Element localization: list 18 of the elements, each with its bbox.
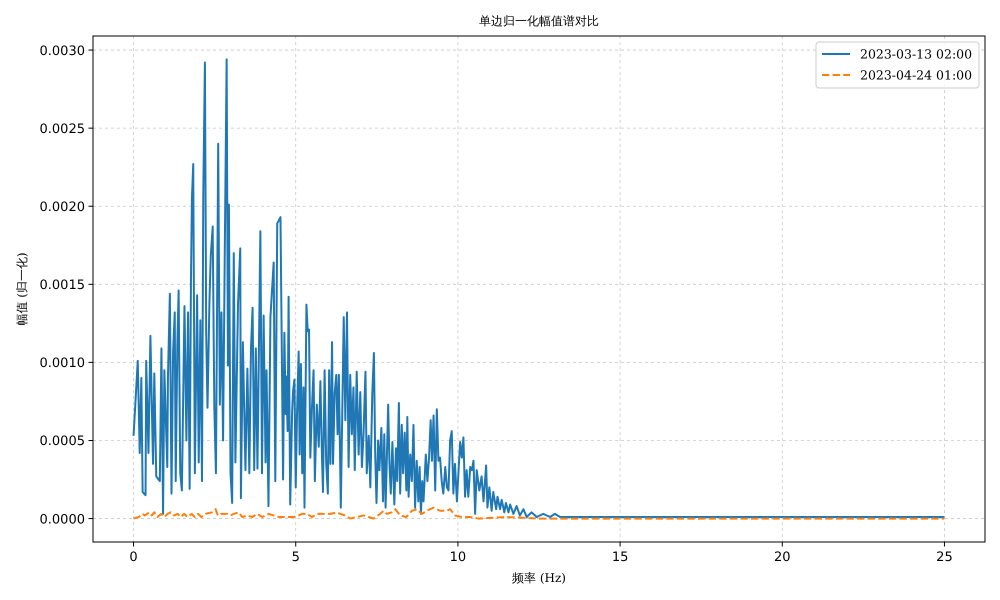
x-tick-label: 5	[292, 550, 300, 565]
legend-label: 2023-04-24 01:00	[860, 68, 972, 82]
y-tick-label: 0.0000	[40, 512, 85, 528]
legend-label: 2023-03-13 02:00	[860, 46, 972, 62]
x-tick-label: 0	[129, 550, 138, 565]
x-tick-label: 10	[450, 550, 466, 565]
chart-title: 单边归一化幅值谱对比	[479, 14, 599, 28]
y-tick-label: 0.0020	[40, 200, 85, 215]
x-tick-label: 25	[936, 550, 953, 565]
x-tick-label: 15	[612, 550, 628, 565]
y-tick-label: 0.0010	[40, 356, 85, 372]
y-tick-label: 0.0015	[40, 278, 85, 294]
y-tick-label: 0.0005	[40, 434, 85, 450]
y-axis-title: 幅值 (归一化)	[15, 252, 29, 326]
x-axis-title: 频率 (Hz)	[512, 571, 566, 585]
x-tick-label: 20	[774, 550, 791, 565]
y-tick-label: 0.0025	[40, 122, 85, 137]
y-tick-label: 0.0030	[40, 44, 85, 59]
